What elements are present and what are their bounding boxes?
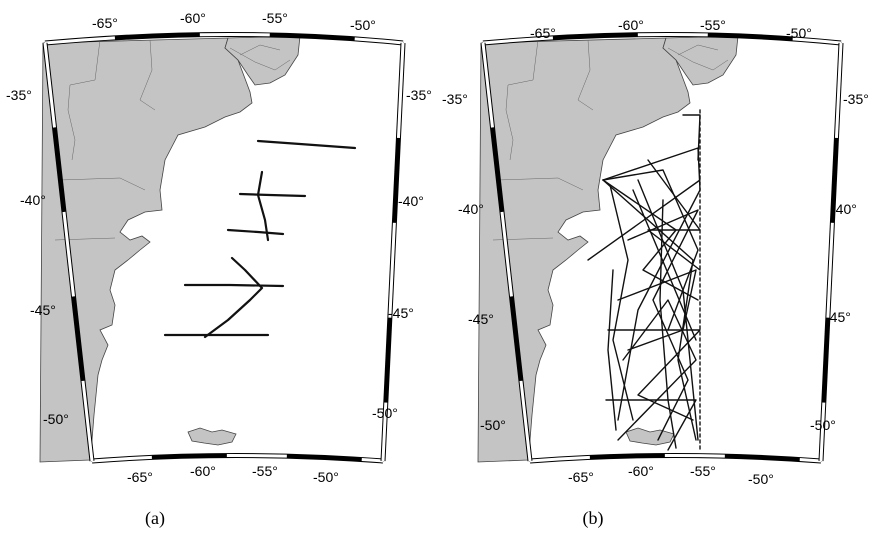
lat-label-right: -40°	[398, 193, 424, 209]
lon-label-top: -55°	[262, 10, 288, 26]
lat-label-left: -35°	[442, 91, 468, 107]
ship-tracks-b	[587, 109, 701, 451]
lon-label-top: -60°	[180, 10, 206, 26]
lon-label-top: -65°	[530, 25, 556, 41]
lon-label-bottom: -60°	[628, 463, 654, 479]
lon-label-bottom: -55°	[252, 463, 278, 479]
lon-label-bottom: -55°	[690, 463, 716, 479]
lat-label-right: -40°	[831, 201, 857, 217]
lon-label-top: -65°	[92, 15, 118, 31]
lat-label-right: -35°	[843, 91, 869, 107]
lon-label-bottom: -60°	[190, 463, 216, 479]
lat-label-right: -45°	[388, 305, 414, 321]
lat-label-left: -50°	[43, 411, 69, 427]
lat-label-right: -35°	[406, 87, 432, 103]
map-panel-a: -65° -60° -55° -50° -65° -60° -55° -50° …	[6, 10, 432, 485]
ship-tracks-a	[163, 139, 357, 339]
lon-label-top: -50°	[350, 17, 376, 33]
panel-caption-b: (b)	[582, 508, 604, 528]
lat-label-left: -35°	[6, 87, 32, 103]
lat-label-left: -40°	[458, 201, 484, 217]
lat-label-left: -45°	[468, 311, 494, 327]
lat-label-left: -40°	[20, 192, 46, 208]
lon-label-bottom: -65°	[568, 469, 594, 485]
map-frame-a	[42, 32, 406, 464]
lat-label-right: -50°	[810, 417, 836, 433]
lat-label-left: -50°	[480, 417, 506, 433]
lat-label-right: -45°	[825, 309, 851, 325]
map-panel-b: -65° -60° -55° -50° -65° -60° -55° -50° …	[442, 17, 869, 487]
lat-label-right: -50°	[372, 405, 398, 421]
lon-label-top: -55°	[700, 17, 726, 33]
map-frame-b	[480, 32, 844, 464]
lon-label-top: -50°	[786, 25, 812, 41]
lon-label-bottom: -65°	[127, 469, 153, 485]
lon-label-bottom: -50°	[313, 469, 339, 485]
lon-label-bottom: -50°	[748, 471, 774, 487]
panel-caption-a: (a)	[145, 508, 165, 528]
lon-label-top: -60°	[618, 17, 644, 33]
lat-label-left: -45°	[30, 302, 56, 318]
